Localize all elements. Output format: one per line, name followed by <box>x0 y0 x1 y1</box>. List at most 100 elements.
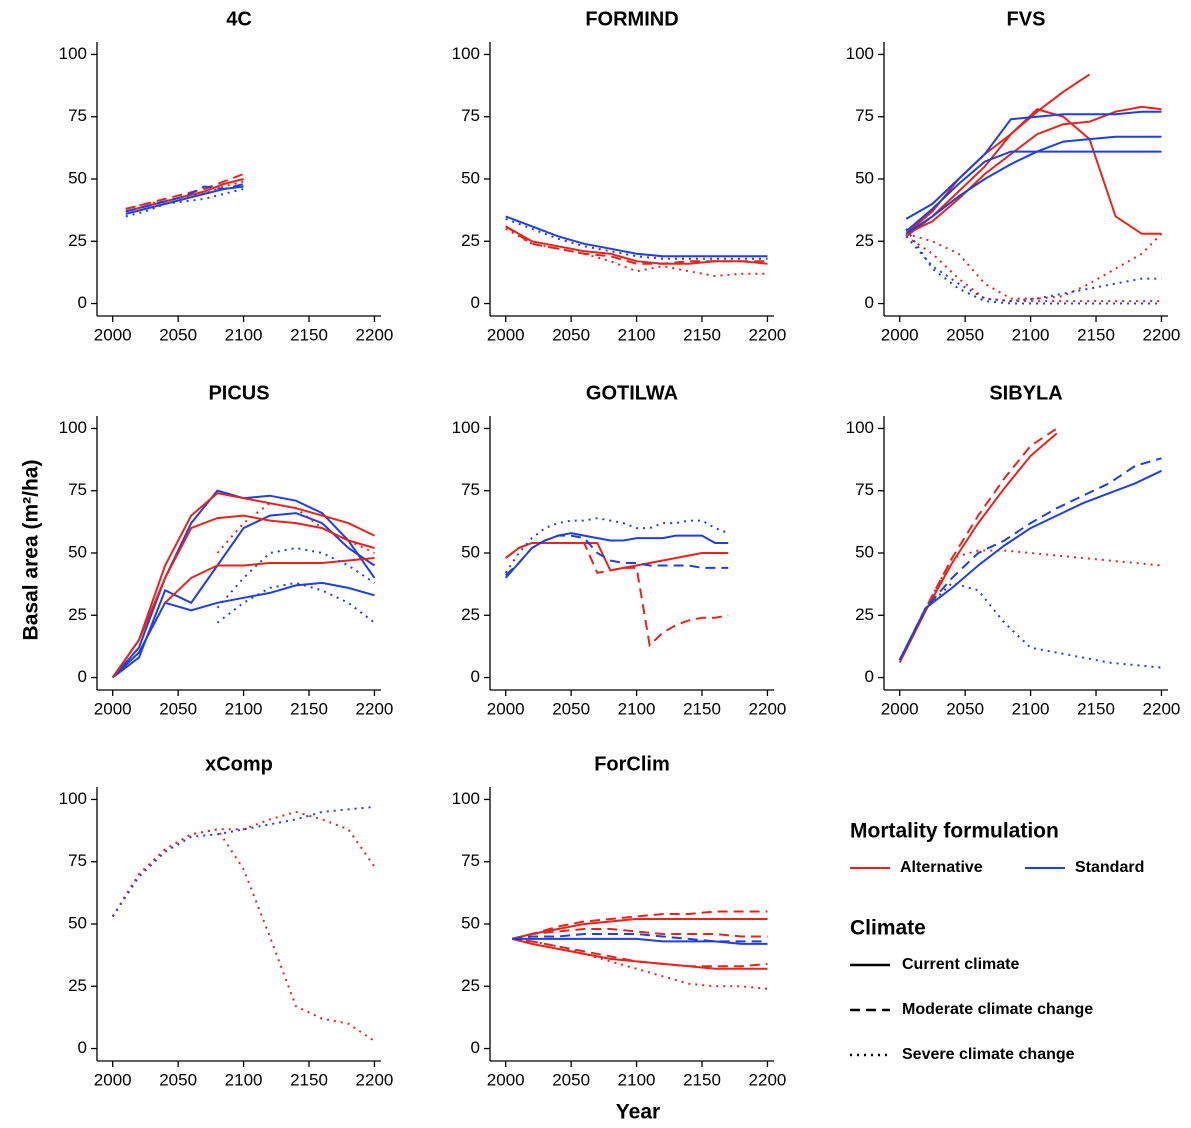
y-tick-label: 0 <box>78 293 87 312</box>
series-line <box>898 469 1162 661</box>
x-tick-label: 2150 <box>683 1070 721 1089</box>
y-tick-label: 25 <box>461 605 480 624</box>
series-line <box>898 432 1058 664</box>
series-line <box>898 581 1162 669</box>
panel-title: FORMIND <box>585 8 678 30</box>
y-tick-label: 25 <box>855 231 874 250</box>
x-tick-label: 2150 <box>290 699 328 718</box>
y-tick-label: 75 <box>855 480 874 499</box>
y-tick-label: 25 <box>68 605 87 624</box>
panel-title: xComp <box>205 753 273 775</box>
y-tick-label: 25 <box>68 976 87 995</box>
x-tick-label: 2150 <box>683 699 721 718</box>
panel-title: FVS <box>1007 8 1046 30</box>
y-tick-label: 100 <box>59 418 87 437</box>
y-tick-label: 0 <box>471 667 480 686</box>
x-tick-label: 2050 <box>552 699 590 718</box>
x-tick-label: 2200 <box>749 699 787 718</box>
legend-title: Climate <box>850 917 926 940</box>
series-line <box>905 235 1162 303</box>
y-tick-label: 25 <box>461 231 480 250</box>
legend-label: Alternative <box>900 859 983 876</box>
x-tick-label: 2150 <box>1077 699 1115 718</box>
y-tick-label: 50 <box>68 542 87 561</box>
y-tick-label: 25 <box>461 976 480 995</box>
series-line <box>125 185 244 215</box>
panel-title: 4C <box>226 8 252 30</box>
x-tick-label: 2050 <box>159 1070 197 1089</box>
y-tick-label: 0 <box>78 667 87 686</box>
series-line <box>905 135 1162 235</box>
y-tick-label: 100 <box>846 418 874 437</box>
panel-title: PICUS <box>208 382 269 404</box>
y-tick-label: 75 <box>68 106 87 125</box>
series-line <box>504 517 729 574</box>
legend-label: Standard <box>1075 859 1144 876</box>
series-line <box>125 188 244 218</box>
series-line <box>512 937 768 990</box>
y-tick-label: 25 <box>68 231 87 250</box>
x-tick-label: 2050 <box>946 325 984 344</box>
series-line <box>505 534 729 577</box>
x-tick-label: 2100 <box>618 1070 656 1089</box>
series-line <box>505 215 768 258</box>
series-line <box>511 918 768 940</box>
y-tick-label: 50 <box>461 168 480 187</box>
series-line <box>511 928 768 940</box>
x-tick-label: 2000 <box>487 699 525 718</box>
x-tick-label: 2050 <box>552 325 590 344</box>
y-tick-label: 0 <box>471 1038 480 1057</box>
x-tick-label: 2150 <box>290 325 328 344</box>
panel-title: ForClim <box>594 753 670 775</box>
x-tick-label: 2100 <box>225 1070 263 1089</box>
series-line <box>125 183 244 213</box>
legend-title: Mortality formulation <box>850 820 1059 843</box>
x-tick-label: 2150 <box>290 1070 328 1089</box>
y-axis-label: Basal area (m²/ha) <box>20 460 43 641</box>
x-tick-label: 2000 <box>94 699 132 718</box>
y-tick-label: 0 <box>471 293 480 312</box>
y-tick-label: 100 <box>59 44 87 63</box>
x-tick-label: 2200 <box>356 699 394 718</box>
x-tick-label: 2150 <box>683 325 721 344</box>
x-tick-label: 2200 <box>749 325 787 344</box>
series-line <box>505 227 768 278</box>
x-tick-label: 2000 <box>487 1070 525 1089</box>
x-tick-label: 2000 <box>94 325 132 344</box>
series-line <box>505 542 729 648</box>
x-tick-label: 2000 <box>487 325 525 344</box>
x-tick-label: 2050 <box>159 699 197 718</box>
y-tick-label: 100 <box>452 789 480 808</box>
series-line <box>898 427 1058 661</box>
legend-label: Severe climate change <box>902 1046 1075 1063</box>
x-tick-label: 2100 <box>225 325 263 344</box>
series-line <box>112 512 376 679</box>
y-tick-label: 100 <box>452 418 480 437</box>
series-line <box>905 110 1162 220</box>
x-tick-label: 2050 <box>159 325 197 344</box>
x-tick-label: 2000 <box>881 699 919 718</box>
series-line <box>112 581 375 679</box>
series-line <box>504 532 729 579</box>
panel-title: GOTILWA <box>586 382 678 404</box>
x-tick-label: 2100 <box>618 699 656 718</box>
y-tick-label: 0 <box>865 293 874 312</box>
y-tick-label: 50 <box>461 913 480 932</box>
x-axis-label: Year <box>616 1101 660 1124</box>
y-tick-label: 75 <box>461 106 480 125</box>
y-tick-label: 0 <box>78 1038 87 1057</box>
series-line <box>505 225 768 265</box>
x-tick-label: 2200 <box>749 1070 787 1089</box>
x-tick-label: 2100 <box>1012 699 1050 718</box>
y-tick-label: 100 <box>846 44 874 63</box>
series-line <box>216 502 375 554</box>
y-tick-label: 75 <box>855 106 874 125</box>
series-line <box>111 810 376 918</box>
series-line <box>905 73 1091 238</box>
series-line <box>512 937 768 968</box>
y-tick-label: 25 <box>855 605 874 624</box>
y-tick-label: 0 <box>865 667 874 686</box>
y-tick-label: 75 <box>68 851 87 870</box>
y-tick-label: 50 <box>68 913 87 932</box>
